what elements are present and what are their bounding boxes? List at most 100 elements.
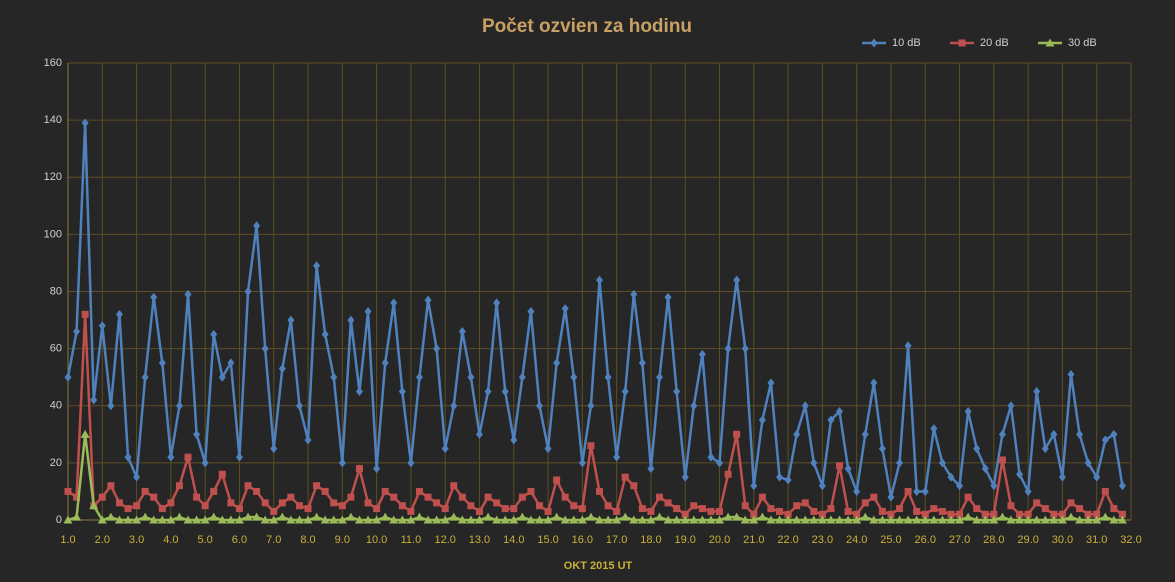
point xyxy=(346,512,356,521)
point xyxy=(218,372,226,382)
point xyxy=(1033,386,1041,396)
point xyxy=(656,372,664,382)
point xyxy=(475,429,483,439)
point xyxy=(793,429,801,439)
point xyxy=(946,515,956,524)
point xyxy=(715,515,725,524)
point xyxy=(1058,472,1066,482)
point xyxy=(201,458,209,468)
point xyxy=(123,515,133,524)
point xyxy=(672,515,682,524)
point xyxy=(937,515,947,524)
point xyxy=(767,378,775,388)
point xyxy=(380,512,390,521)
point xyxy=(680,515,690,524)
point xyxy=(158,505,166,513)
y-tick-label: 40 xyxy=(50,400,62,412)
point xyxy=(355,465,363,473)
point xyxy=(861,429,869,439)
point xyxy=(603,515,613,524)
point xyxy=(553,476,561,484)
point xyxy=(981,464,989,474)
point xyxy=(664,499,672,507)
point xyxy=(776,472,784,482)
legend-label: 20 dB xyxy=(980,37,1009,49)
point xyxy=(149,515,159,524)
point xyxy=(227,358,235,368)
point xyxy=(1023,515,1033,524)
point xyxy=(913,507,921,515)
point xyxy=(612,515,622,524)
point xyxy=(681,510,689,518)
point xyxy=(655,512,665,521)
point xyxy=(801,499,809,507)
point xyxy=(646,515,656,524)
point xyxy=(407,458,415,468)
y-tick-label: 160 xyxy=(44,57,62,69)
point xyxy=(457,515,467,524)
point xyxy=(981,510,989,518)
point xyxy=(707,507,715,515)
point xyxy=(484,386,492,396)
point xyxy=(72,512,82,521)
point xyxy=(364,499,372,507)
point xyxy=(732,512,742,521)
point xyxy=(201,502,209,510)
point xyxy=(484,493,492,501)
point xyxy=(124,452,132,462)
point xyxy=(132,515,142,524)
x-tick-label: 11.0 xyxy=(401,534,422,546)
point xyxy=(158,358,166,368)
legend-label: 10 dB xyxy=(892,37,921,49)
point xyxy=(73,493,81,501)
point xyxy=(973,444,981,454)
point xyxy=(510,505,518,513)
point xyxy=(1016,510,1024,518)
point xyxy=(338,458,346,468)
point xyxy=(1075,515,1085,524)
point xyxy=(740,515,750,524)
point xyxy=(140,512,150,521)
point xyxy=(295,401,303,411)
point xyxy=(997,512,1007,521)
point xyxy=(552,512,562,521)
point xyxy=(415,487,423,495)
point xyxy=(818,510,826,518)
point xyxy=(544,507,552,515)
point xyxy=(596,275,603,285)
point xyxy=(355,386,363,396)
point xyxy=(407,507,415,515)
y-tick-label: 120 xyxy=(44,171,62,183)
x-tick-label: 10.0 xyxy=(366,534,387,546)
point xyxy=(570,502,578,510)
point xyxy=(964,493,972,501)
point xyxy=(98,321,106,331)
point xyxy=(587,401,595,411)
x-tick-label: 18.0 xyxy=(640,534,661,546)
point xyxy=(707,452,715,462)
point xyxy=(947,472,955,482)
point xyxy=(1024,486,1032,496)
point xyxy=(493,298,501,308)
point xyxy=(689,515,699,524)
point xyxy=(141,372,149,382)
point xyxy=(133,472,141,482)
point xyxy=(467,372,475,382)
point xyxy=(570,372,578,382)
x-tick-label: 32.0 xyxy=(1120,534,1141,546)
point xyxy=(818,481,826,491)
point xyxy=(1109,515,1119,524)
point xyxy=(784,510,792,518)
point xyxy=(1058,510,1066,518)
point xyxy=(956,481,964,491)
point xyxy=(613,507,621,515)
point xyxy=(577,515,587,524)
point xyxy=(253,487,261,495)
point xyxy=(733,430,741,438)
y-tick-label: 20 xyxy=(50,457,62,469)
point xyxy=(596,487,603,495)
x-tick-label: 17.0 xyxy=(606,534,627,546)
point xyxy=(810,507,818,515)
point xyxy=(373,464,381,474)
point xyxy=(621,473,629,481)
